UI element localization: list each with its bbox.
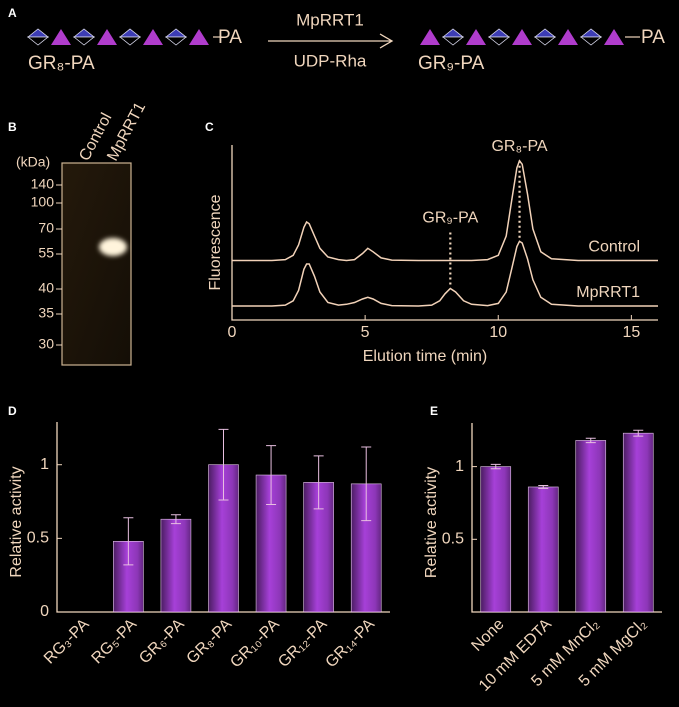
- bar: [527, 486, 559, 613]
- enzyme-label: MpRRT1: [296, 10, 364, 29]
- series-label: Control: [588, 239, 640, 256]
- series-label: MpRRT1: [576, 284, 640, 301]
- annotation: GR₈-PA: [491, 138, 547, 155]
- panel-letter: C: [205, 120, 214, 134]
- gel: [61, 162, 132, 366]
- diamond-top: [441, 28, 465, 38]
- y-axis-label: Fluorescence: [207, 194, 224, 290]
- unit-label: (kDa): [16, 154, 50, 170]
- diamond-bottom: [487, 36, 511, 46]
- x-tick-label: GR₁₀-PA: [227, 616, 283, 672]
- x-tick-label: 10: [489, 324, 507, 341]
- panel-letter: D: [8, 404, 17, 418]
- error-bar: [266, 445, 277, 505]
- y-axis-label: Relative activity: [8, 466, 25, 577]
- y-tick-label: 0: [40, 603, 49, 620]
- x-tick-label: 5: [361, 324, 370, 341]
- x-tick-label: GR₁₂-PA: [275, 616, 330, 671]
- glycan-chain: [420, 28, 624, 46]
- x-axis-label: Elution time (min): [363, 348, 487, 365]
- y-tick-label: 0.5: [442, 531, 464, 548]
- diamond-bottom: [118, 36, 142, 46]
- tail-label: PA: [641, 27, 665, 48]
- diamond-bottom: [441, 36, 465, 46]
- diamond-bottom: [579, 36, 603, 46]
- diamond-top: [164, 28, 188, 38]
- marker-label: 100: [31, 194, 55, 210]
- bar: [160, 518, 192, 613]
- x-tick-label: 15: [622, 324, 640, 341]
- error-bar: [313, 455, 324, 510]
- lane-label: MpRRT1: [104, 100, 149, 164]
- panel-letter: A: [8, 6, 17, 20]
- diamond-top: [118, 28, 142, 38]
- error-bar: [633, 429, 644, 437]
- tail-label: PA: [218, 27, 242, 48]
- error-bar: [218, 428, 229, 501]
- product-label: GR₉-PA: [418, 53, 485, 74]
- marker-label: 30: [38, 336, 54, 352]
- error-bar: [170, 514, 181, 525]
- trace: [232, 159, 658, 262]
- triangle: [189, 29, 209, 45]
- diamond-top: [487, 28, 511, 38]
- triangle: [143, 29, 163, 45]
- gel-band: [99, 238, 127, 256]
- diamond-bottom: [533, 36, 557, 46]
- x-tick-label: RG₃-PA: [41, 616, 93, 668]
- x-tick-label: GR₆-PA: [136, 616, 188, 668]
- marker-label: 55: [38, 245, 54, 261]
- error-bar: [361, 446, 372, 522]
- diamond-top: [72, 28, 96, 38]
- diamond-top: [533, 28, 557, 38]
- marker-label: 35: [38, 305, 54, 321]
- error-bar: [585, 437, 596, 444]
- triangle: [604, 29, 624, 45]
- diamond-bottom: [72, 36, 96, 46]
- diamond-top: [26, 28, 50, 38]
- marker-label: 140: [31, 176, 55, 192]
- diamond-bottom: [26, 36, 50, 46]
- bar: [480, 466, 512, 613]
- error-bar: [490, 463, 501, 470]
- x-tick-label: 0: [228, 324, 237, 341]
- marker-label: 70: [38, 220, 54, 236]
- bar: [622, 432, 654, 613]
- y-tick-label: 1: [40, 456, 49, 473]
- triangle: [512, 29, 532, 45]
- diamond-top: [579, 28, 603, 38]
- triangle: [420, 29, 440, 45]
- error-bar: [123, 517, 134, 566]
- y-axis-label: Relative activity: [423, 467, 440, 578]
- x-tick-label: RG₅-PA: [89, 616, 141, 668]
- triangle: [466, 29, 486, 45]
- marker-labels: 140 100 70 55 40 35 30: [31, 176, 62, 352]
- substrate-label: GR₈-PA: [28, 53, 95, 74]
- triangle: [97, 29, 117, 45]
- glycan-chain: [26, 28, 209, 46]
- triangle: [558, 29, 578, 45]
- donor-label: UDP-Rha: [294, 51, 367, 70]
- diamond-bottom: [164, 36, 188, 46]
- annotation: GR₉-PA: [422, 210, 478, 227]
- y-tick-label: 0.5: [27, 530, 49, 547]
- trace: [232, 240, 658, 307]
- y-tick-label: 1: [455, 458, 464, 475]
- panel-letter: B: [8, 120, 17, 134]
- panel-letter: E: [430, 404, 438, 418]
- triangle: [51, 29, 71, 45]
- bar: [575, 440, 607, 613]
- reaction-arrow: [268, 33, 394, 49]
- error-bar: [538, 485, 549, 489]
- x-tick-label: GR₁₄-PA: [323, 616, 379, 672]
- x-tick-label: None: [468, 616, 507, 655]
- marker-label: 40: [38, 280, 54, 296]
